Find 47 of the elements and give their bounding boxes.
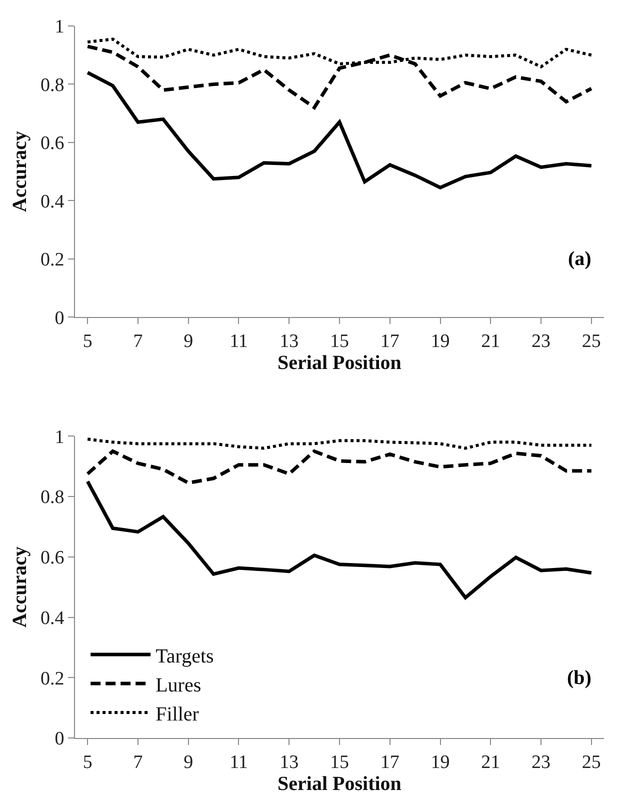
x-tick-label: 11 — [230, 330, 248, 352]
x-tick-label: 17 — [380, 752, 400, 773]
legend-label: Lures — [156, 674, 202, 696]
x-axis-title: Serial Position — [278, 352, 402, 374]
annotation: (a) — [568, 248, 592, 270]
y-axis-title: Accuracy — [8, 131, 31, 212]
x-tick-label: 15 — [330, 330, 349, 352]
x-tick-label: 9 — [184, 330, 194, 352]
x-tick-label: 19 — [430, 752, 450, 773]
x-tick-label: 19 — [430, 330, 450, 352]
x-tick-label: 23 — [532, 752, 551, 773]
y-tick-label: 0.6 — [40, 133, 64, 154]
x-tick-label: 7 — [133, 752, 143, 773]
line-series — [86, 449, 594, 485]
x-tick-label: 5 — [82, 330, 92, 352]
y-tick-label: 0.2 — [40, 250, 64, 271]
legend-label: Targets — [156, 645, 214, 668]
x-tick-label: 13 — [280, 330, 299, 352]
y-axis-title: Accuracy — [8, 546, 31, 628]
line-series — [86, 70, 594, 190]
y-tick-label: 0 — [54, 728, 64, 750]
x-axis-title: Serial Position — [278, 772, 402, 795]
y-tick-label: 0.4 — [40, 608, 65, 629]
x-tick-label: 25 — [582, 330, 601, 352]
x-tick-label: 21 — [481, 752, 500, 773]
y-tick-label: 0 — [54, 308, 64, 329]
y-tick-label: 0.8 — [40, 74, 64, 96]
x-tick-label: 13 — [280, 752, 299, 773]
x-tick-label: 23 — [532, 330, 551, 352]
annotation: (b) — [567, 667, 592, 689]
x-tick-label: 9 — [184, 752, 194, 773]
x-tick-label: 7 — [133, 330, 143, 352]
y-tick-label: 0.2 — [40, 668, 64, 690]
legend-label: Filler — [156, 703, 200, 726]
y-tick-label: 1 — [54, 16, 64, 38]
x-tick-label: 17 — [380, 330, 400, 352]
x-tick-label: 5 — [82, 752, 92, 773]
y-tick-label: 1 — [54, 426, 64, 448]
x-tick-label: 11 — [230, 752, 248, 773]
y-tick-label: 0.8 — [40, 487, 64, 508]
y-tick-label: 0.6 — [40, 548, 64, 569]
x-tick-label: 25 — [582, 752, 601, 773]
y-tick-label: 0.4 — [40, 191, 65, 212]
line-series — [86, 480, 594, 600]
x-tick-label: 15 — [330, 752, 349, 773]
line-series — [86, 438, 593, 450]
x-tick-label: 21 — [481, 330, 500, 352]
